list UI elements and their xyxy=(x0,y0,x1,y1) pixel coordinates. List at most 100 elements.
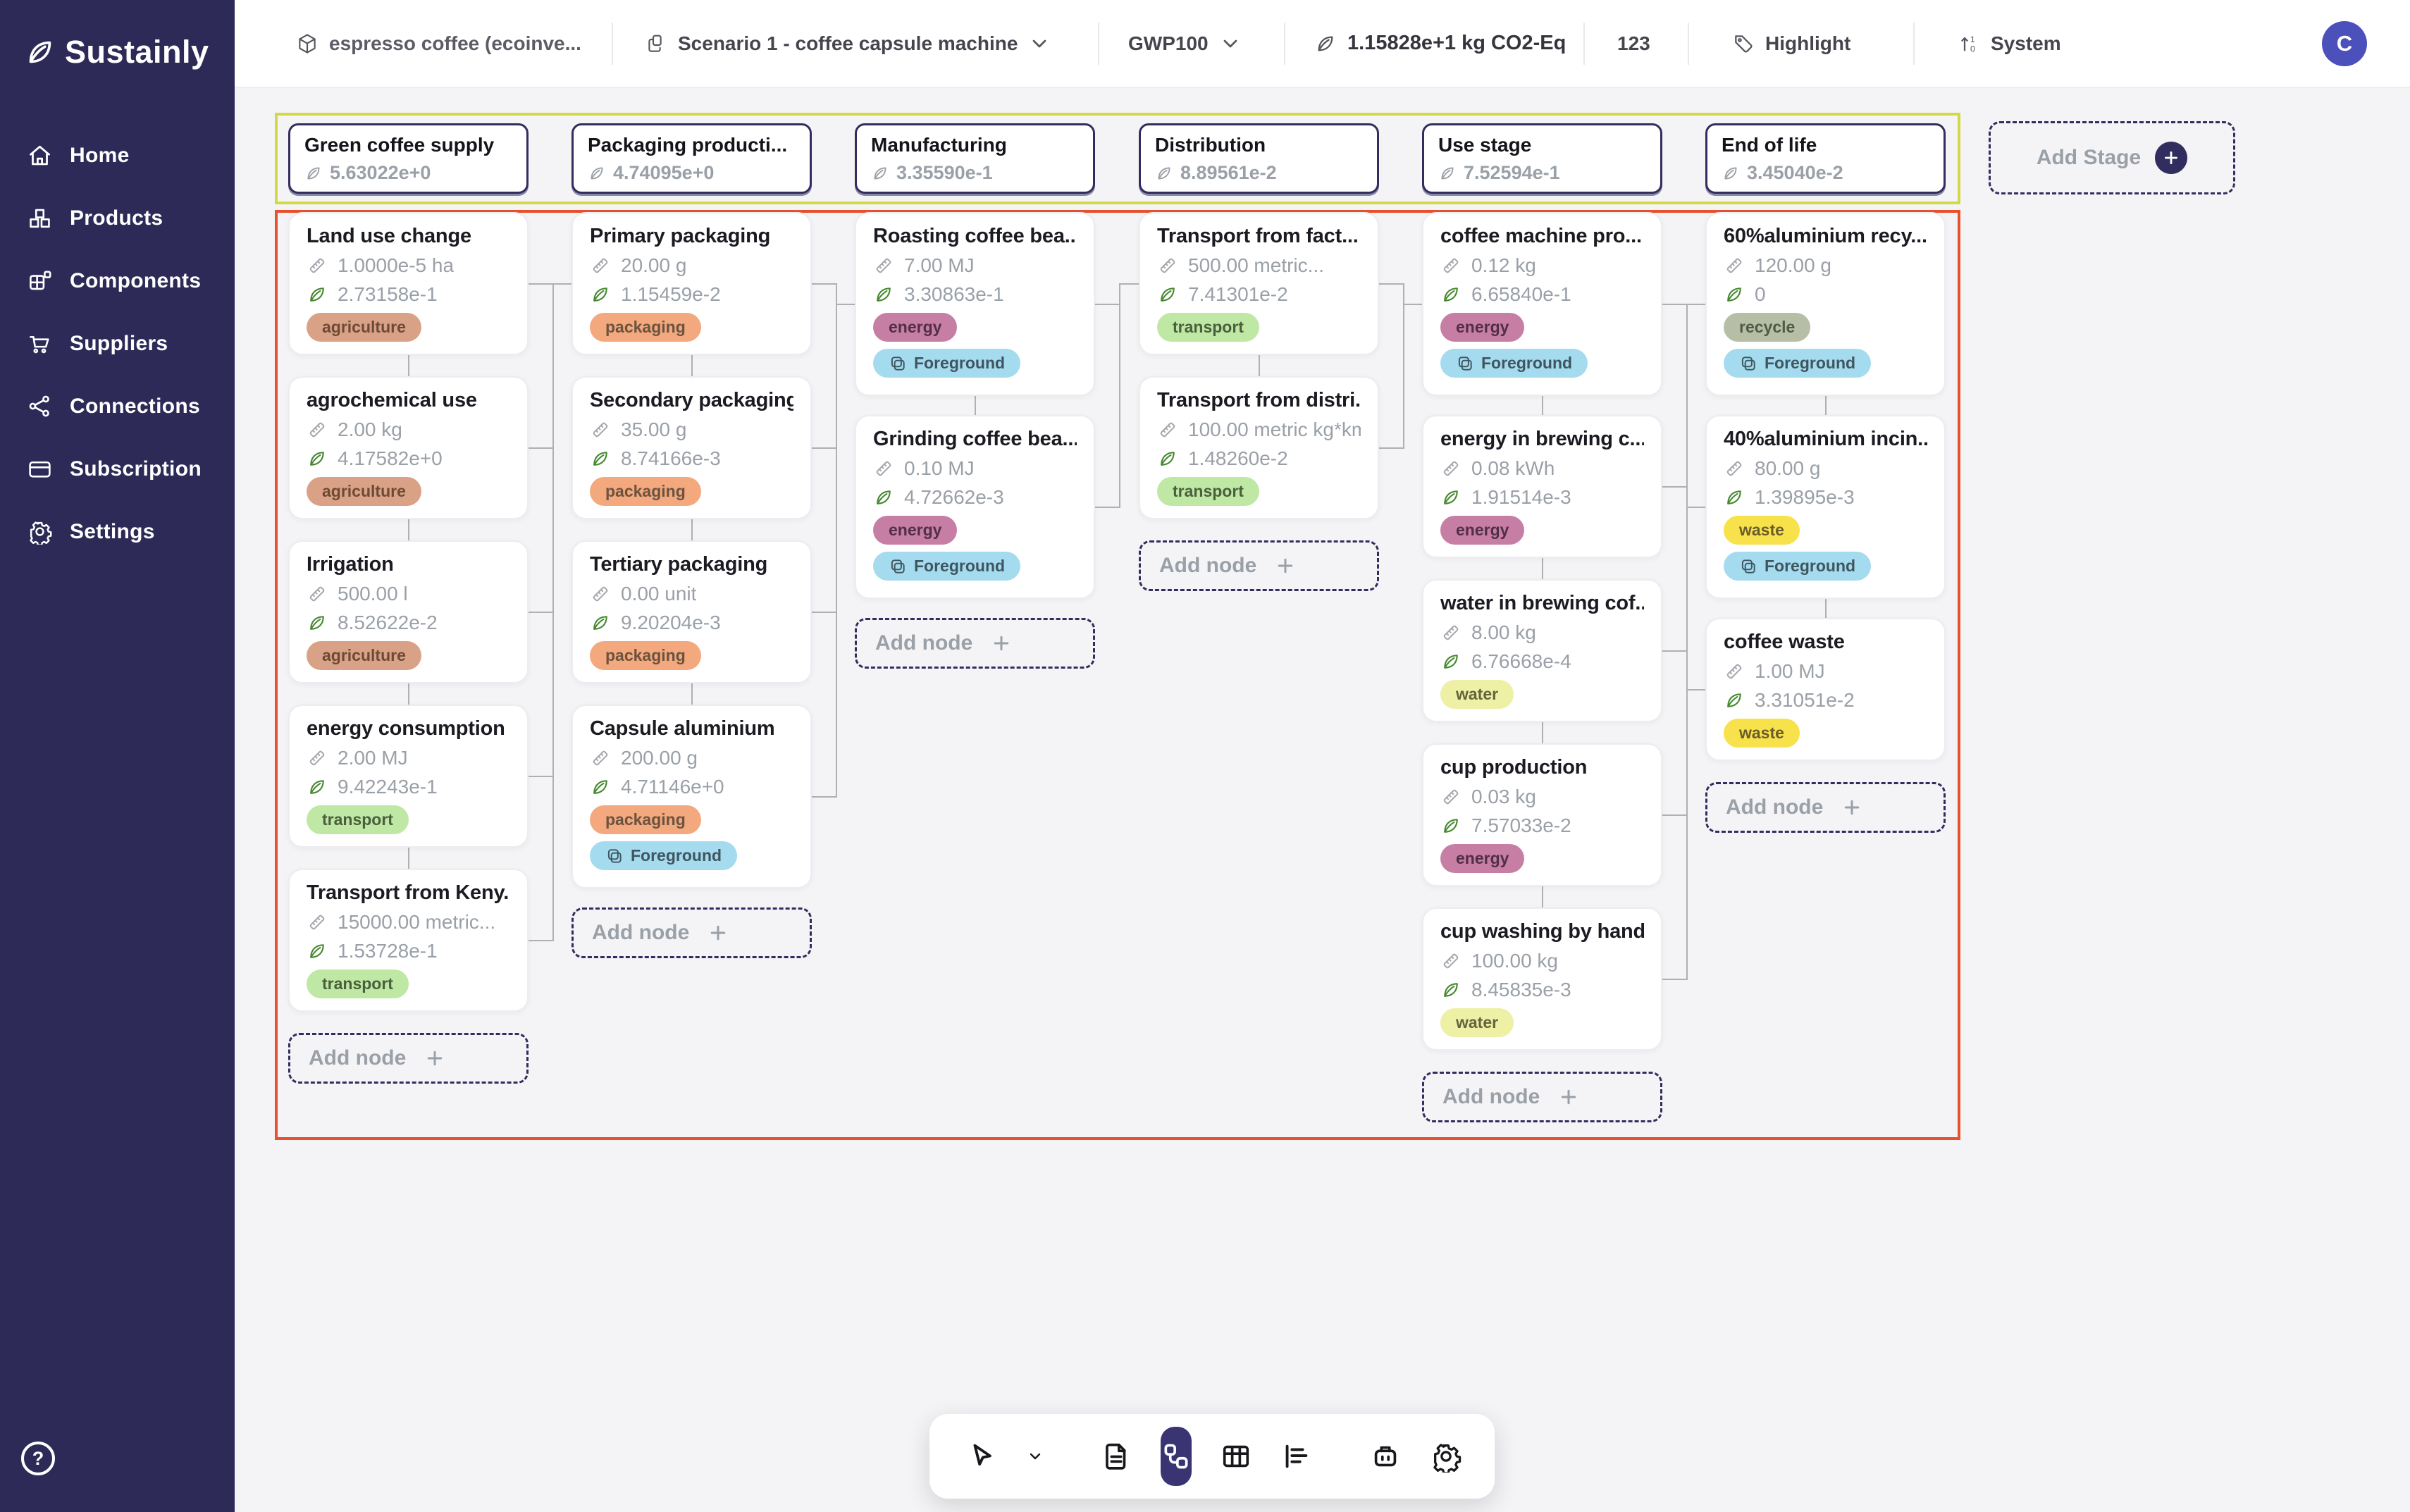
sidebar-item-subscription[interactable]: Subscription xyxy=(0,438,235,500)
avatar[interactable]: C xyxy=(2322,21,2367,66)
node-card[interactable]: Tertiary packaging 0.00 unit 9.20204e-3 pac… xyxy=(571,540,812,683)
connector-line xyxy=(1403,283,1404,449)
ruler-icon xyxy=(876,258,891,273)
ruler-icon xyxy=(593,586,608,602)
stage-card[interactable]: Manufacturing 3.35590e-1 xyxy=(855,123,1095,194)
node-card[interactable]: Grinding coffee bea... 0.10 MJ 4.72662e-3 e… xyxy=(855,415,1095,599)
sidebar-item-suppliers[interactable]: Suppliers xyxy=(0,312,235,375)
stage-card[interactable]: End of life 3.45040e-2 xyxy=(1705,123,1946,194)
table-icon xyxy=(1223,1445,1249,1468)
node-card[interactable]: Roasting coffee bea... 7.00 MJ 3.30863e-1 e… xyxy=(855,212,1095,396)
add-node-button[interactable]: Add node xyxy=(1139,540,1379,591)
foreground-pill: Foreground xyxy=(1724,349,1872,378)
sidebar-item-home[interactable]: Home xyxy=(0,124,235,187)
node-title: Transport from distri... xyxy=(1157,389,1361,411)
node-card[interactable]: 40%aluminium incin... 80.00 g 1.39895e-3 wa… xyxy=(1705,415,1946,599)
stage-card[interactable]: Distribution 8.89561e-2 xyxy=(1139,123,1379,194)
add-node-button[interactable]: Add node xyxy=(288,1033,529,1084)
divider xyxy=(1098,23,1099,65)
leaf-icon xyxy=(1440,284,1462,305)
add-node-button[interactable]: Add node xyxy=(855,618,1095,669)
home-icon xyxy=(30,145,50,166)
leaf-icon xyxy=(1440,651,1462,672)
sidebar-item-products[interactable]: Products xyxy=(0,187,235,249)
tag-pill: transport xyxy=(1157,477,1259,506)
node-card[interactable]: coffee waste 1.00 MJ 3.31051e-2 waste xyxy=(1705,618,1946,761)
ruler-icon xyxy=(1726,258,1742,273)
quantity-icon xyxy=(1440,458,1462,479)
sidebar-item-connections[interactable]: Connections xyxy=(0,375,235,438)
node-card[interactable]: Transport from distri... 100.00 metric kg… xyxy=(1139,376,1379,519)
node-card[interactable]: Capsule aluminium 200.00 g 4.71146e+0 packa… xyxy=(571,705,812,888)
connector-line xyxy=(1825,599,1827,618)
leaf-icon xyxy=(310,616,324,630)
connector-line xyxy=(1379,283,1403,285)
add-node-button[interactable]: Add node xyxy=(1705,782,1946,833)
add-node-button[interactable]: Add node xyxy=(571,907,812,958)
add-stage-button[interactable]: Add Stage xyxy=(1989,121,2235,194)
flow-view-button[interactable] xyxy=(1161,1427,1192,1486)
stage-name: Use stage xyxy=(1438,134,1532,156)
metric-selector[interactable]: GWP100 xyxy=(1128,0,1242,87)
leaf-icon xyxy=(310,287,324,302)
connector-line xyxy=(1542,396,1543,415)
select-tool-button[interactable] xyxy=(966,1440,999,1473)
quantity-icon xyxy=(873,255,894,276)
highlight-button[interactable]: Highlight xyxy=(1732,0,1850,87)
node-card[interactable]: energy in brewing c... 0.08 kWh 1.91514e-3… xyxy=(1422,415,1662,558)
node-card[interactable]: Secondary packaging 35.00 g 8.74166e-3 pack… xyxy=(571,376,812,519)
sidebar-item-components[interactable]: Components xyxy=(0,249,235,312)
stage-name: Manufacturing xyxy=(871,134,1007,156)
gear-icon xyxy=(30,521,52,545)
node-card[interactable]: agrochemical use 2.00 kg 4.17582e+0 agricul… xyxy=(288,376,529,519)
node-card[interactable]: Primary packaging 20.00 g 1.15459e-2 packag… xyxy=(571,212,812,355)
count-badge[interactable]: 123 xyxy=(1617,0,1650,87)
sidebar-item-settings[interactable]: Settings xyxy=(0,500,235,563)
ruler-icon xyxy=(1443,461,1459,476)
divider xyxy=(1688,23,1689,65)
components-icon xyxy=(30,271,51,290)
tag-pill: recycle xyxy=(1724,313,1811,342)
stage-card[interactable]: Use stage 7.52594e-1 xyxy=(1422,123,1662,194)
connector-line xyxy=(1095,507,1119,508)
leaf-icon xyxy=(591,166,603,180)
node-card[interactable]: cup washing by hand 100.00 kg 8.45835e-3 wa… xyxy=(1422,907,1662,1051)
node-card[interactable]: coffee machine pro... 0.12 kg 6.65840e-1 en… xyxy=(1422,212,1662,396)
node-card[interactable]: water in brewing cof... 8.00 kg 6.76668e-4… xyxy=(1422,579,1662,722)
node-card[interactable]: Irrigation 500.00 l 8.52622e-2 agriculture xyxy=(288,540,529,683)
add-node-button[interactable]: Add node xyxy=(1422,1072,1662,1122)
product-breadcrumb[interactable]: espresso coffee (ecoinve... xyxy=(296,0,581,87)
quantity-icon xyxy=(307,748,328,769)
quantity-icon xyxy=(590,419,611,440)
stage-card[interactable]: Green coffee supply 5.63022e+0 xyxy=(288,123,529,194)
divider xyxy=(612,23,613,65)
add-node-label: Add node xyxy=(1726,795,1824,819)
connector-line xyxy=(1686,304,1705,305)
node-co2-value: 4.72662e-3 xyxy=(904,486,1004,508)
leaf-icon xyxy=(310,452,324,466)
scenario-selector[interactable]: Scenario 1 - coffee capsule machine xyxy=(645,0,1051,87)
node-card[interactable]: cup production 0.03 kg 7.57033e-2 energy xyxy=(1422,743,1662,886)
select-tool-dropdown[interactable] xyxy=(1027,1448,1044,1465)
node-card[interactable]: energy consumption 2.00 MJ 9.42243e-1 trans… xyxy=(288,705,529,848)
node-card[interactable]: 60%aluminium recy... 120.00 g 0 recycle Fore… xyxy=(1705,212,1946,396)
stage-card[interactable]: Packaging producti... 4.74095e+0 xyxy=(571,123,812,194)
node-card[interactable]: Transport from Keny... 15000.00 metric...… xyxy=(288,869,529,1012)
plus-icon xyxy=(1278,558,1293,574)
document-view-button[interactable] xyxy=(1100,1440,1132,1473)
node-card[interactable]: Transport from fact... 500.00 metric... 7.… xyxy=(1139,212,1379,355)
node-co2-value: 8.74166e-3 xyxy=(621,447,721,469)
canvas-settings-button[interactable] xyxy=(1430,1440,1462,1473)
connector-line xyxy=(1542,722,1543,743)
table-view-button[interactable] xyxy=(1220,1440,1252,1473)
leaf-icon xyxy=(1727,693,1741,707)
help-button[interactable]: ? xyxy=(21,1442,55,1475)
node-card[interactable]: Land use change 1.0000e-5 ha 2.73158e-1 agr… xyxy=(288,212,529,355)
leaf-icon xyxy=(873,284,894,305)
add-node-label: Add node xyxy=(309,1046,407,1070)
assistant-button[interactable] xyxy=(1369,1440,1402,1473)
chart-view-button[interactable] xyxy=(1280,1440,1313,1473)
divider xyxy=(1284,23,1285,65)
